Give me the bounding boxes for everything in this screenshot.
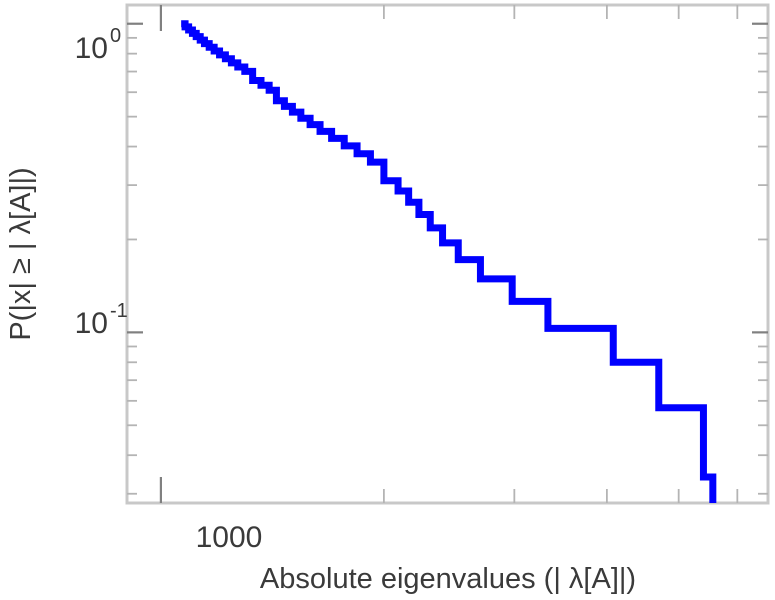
x-tick-labels: 1000 xyxy=(196,521,263,554)
y-tick-label-1e-1-mantissa: 10 xyxy=(75,307,108,340)
ccdf-step-curve xyxy=(181,20,717,503)
x-tick-label-1000: 1000 xyxy=(196,521,263,554)
y-tick-label-1e0-exponent: 0 xyxy=(110,25,121,47)
plot-border xyxy=(125,3,770,505)
y-tick-label-1e0-mantissa: 10 xyxy=(75,32,108,65)
y-axis-title: P(|x| ≥ | λ[A]|) xyxy=(5,167,37,340)
tick-marks xyxy=(127,5,768,503)
y-tick-labels: 10 0 10 -1 xyxy=(75,25,128,340)
x-axis-title: Absolute eigenvalues (| λ[A]|) xyxy=(260,563,636,595)
axes-frame xyxy=(125,3,770,505)
y-tick-label-1e-1-exponent: -1 xyxy=(110,300,128,322)
